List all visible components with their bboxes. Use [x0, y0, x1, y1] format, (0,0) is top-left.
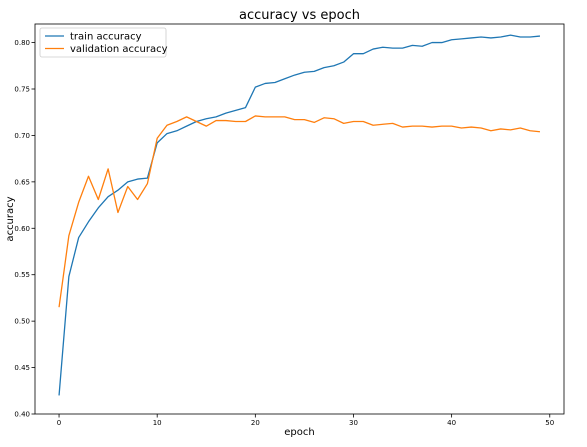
legend-label: train accuracy	[70, 32, 142, 43]
x-tick-label: 20	[251, 419, 260, 427]
y-tick-label: 0.60	[14, 225, 30, 233]
y-tick-label: 0.70	[14, 132, 30, 140]
y-tick-label: 0.65	[14, 178, 30, 186]
series-line-validation-accuracy	[58, 115, 541, 308]
y-tick-label: 0.75	[14, 86, 30, 94]
y-axis-label: accuracy	[5, 196, 16, 241]
x-tick-label: 0	[57, 419, 61, 427]
y-tick-label: 0.80	[14, 39, 30, 47]
legend-box	[39, 27, 167, 58]
y-tick-label: 0.50	[14, 318, 30, 326]
legend-label: validation accuracy	[70, 44, 168, 55]
series-line-train-accuracy	[58, 34, 541, 396]
x-tick-label: 30	[349, 419, 358, 427]
x-tick-label: 40	[447, 419, 456, 427]
y-tick-label: 0.45	[14, 364, 30, 372]
x-tick-label: 50	[545, 419, 554, 427]
y-tick-label: 0.55	[14, 271, 30, 279]
x-axis-label: epoch	[284, 427, 314, 438]
chart-title: accuracy vs epoch	[239, 8, 360, 23]
y-tick-label: 0.40	[14, 411, 30, 419]
x-tick-label: 10	[153, 419, 162, 427]
plot-frame	[34, 23, 565, 415]
